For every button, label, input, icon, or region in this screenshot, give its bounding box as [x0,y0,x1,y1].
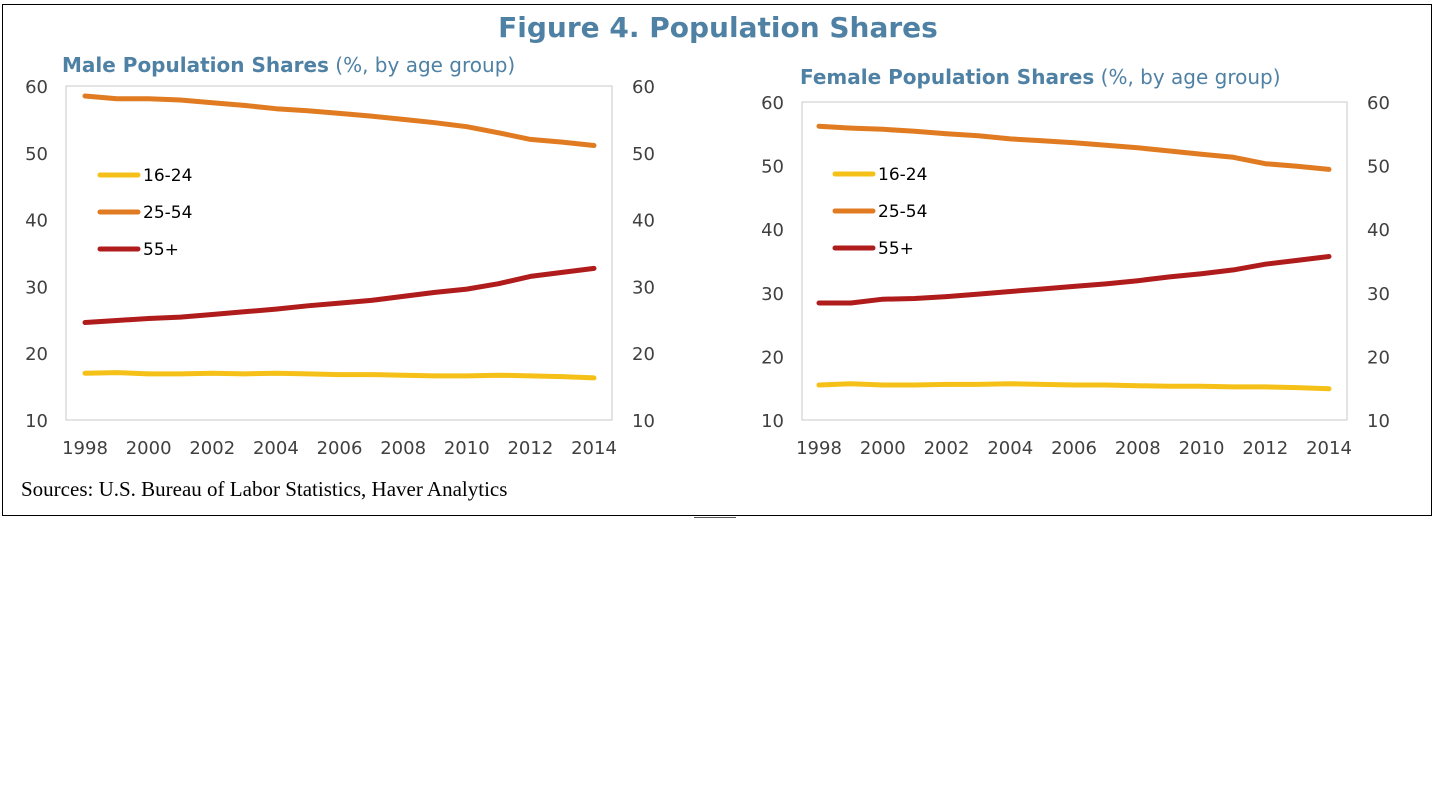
female-xtick-2006: 2006 [1051,438,1097,459]
female-ytick-right-30: 30 [1367,284,1390,305]
female-ytick-right-40: 40 [1367,220,1390,241]
female-ytick-left-20: 20 [761,347,784,368]
source-note: Sources: U.S. Bureau of Labor Statistics… [21,477,508,501]
male-xtick-2006: 2006 [317,438,363,459]
male-xtick-2008: 2008 [380,438,426,459]
male-ytick-right-60: 60 [632,77,655,98]
male-ytick-left-50: 50 [25,144,48,165]
female-ytick-left-50: 50 [761,157,784,178]
female-xtick-1998: 1998 [796,438,842,459]
male-ytick-left-20: 20 [25,344,48,365]
female-xtick-2004: 2004 [987,438,1033,459]
male-ytick-right-40: 40 [632,211,655,232]
female-ytick-left-40: 40 [761,220,784,241]
divider-line [694,517,736,518]
male-series-line-25-54 [82,93,597,148]
female-xtick-2002: 2002 [924,438,970,459]
female-legend-label-16-24: 16-24 [878,165,927,185]
male-ytick-left-40: 40 [25,211,48,232]
male-ytick-left-10: 10 [25,411,48,432]
female-xtick-2000: 2000 [860,438,906,459]
male-xtick-2010: 2010 [444,438,490,459]
female-legend-label-55+: 55+ [878,239,914,259]
female-chart-title: Female Population Shares (%, by age grou… [800,65,1281,89]
male-ytick-left-30: 30 [25,277,48,298]
male-ytick-left-60: 60 [25,77,48,98]
female-ytick-left-60: 60 [761,93,784,114]
male-legend-label-16-24: 16-24 [143,166,192,186]
female-xtick-2014: 2014 [1306,438,1352,459]
male-ytick-right-10: 10 [632,411,655,432]
female-xtick-2010: 2010 [1179,438,1225,459]
female-ytick-left-30: 30 [761,284,784,305]
female-plot-frame [801,101,1348,421]
male-chart-title: Male Population Shares (%, by age group) [62,53,515,77]
female-xtick-2008: 2008 [1115,438,1161,459]
female-ytick-right-50: 50 [1367,157,1390,178]
male-ytick-right-50: 50 [632,144,655,165]
female-chart-subtitle: (%, by age group) [1100,65,1281,89]
male-xtick-2012: 2012 [507,438,553,459]
female-ytick-right-20: 20 [1367,347,1390,368]
male-plot-frame [65,85,613,421]
male-chart-subtitle: (%, by age group) [335,53,516,77]
female-chart-title-text: Female Population Shares [800,65,1095,89]
female-xtick-2012: 2012 [1242,438,1288,459]
male-series-line-55+ [82,265,597,325]
male-chart-title-text: Male Population Shares [62,53,329,77]
male-xtick-1998: 1998 [62,438,108,459]
female-ytick-right-10: 10 [1367,411,1390,432]
male-series-line-16-24 [82,370,597,381]
female-series-line-25-54 [816,123,1332,172]
male-xtick-2002: 2002 [189,438,235,459]
female-legend-label-25-54: 25-54 [878,202,927,222]
male-xtick-2014: 2014 [571,438,617,459]
figure-title: Figure 4. Population Shares [498,11,938,44]
male-legend-label-25-54: 25-54 [143,203,192,223]
female-ytick-left-10: 10 [761,411,784,432]
male-ytick-right-30: 30 [632,277,655,298]
male-ytick-right-20: 20 [632,344,655,365]
male-legend-label-55+: 55+ [143,240,179,260]
figure-frame: Figure 4. Population Shares Sources: U.S… [2,4,1432,516]
male-xtick-2004: 2004 [253,438,299,459]
female-series-line-55+ [816,254,1332,306]
male-xtick-2000: 2000 [126,438,172,459]
female-ytick-right-60: 60 [1367,93,1390,114]
female-series-line-16-24 [816,381,1332,392]
